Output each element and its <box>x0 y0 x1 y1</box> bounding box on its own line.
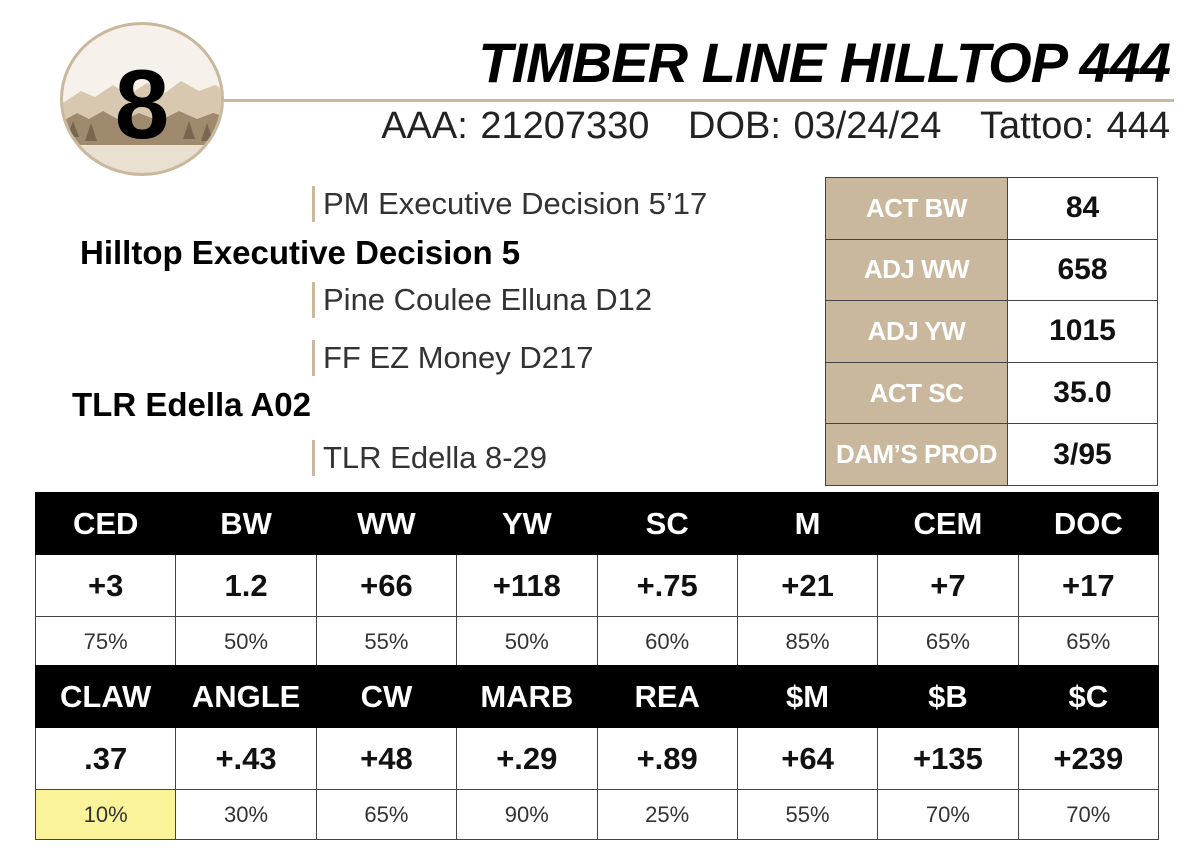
epd-percentile: 65% <box>877 616 1019 667</box>
epd-percentile: 60% <box>596 616 738 667</box>
stat-row: ADJ WW 658 <box>825 238 1158 302</box>
epd-value: +239 <box>1017 727 1160 790</box>
stat-label: ACT BW <box>825 177 1008 240</box>
title-divider <box>224 99 1174 102</box>
epd-percentile: 65% <box>315 789 458 840</box>
epd-percentile: 50% <box>175 616 317 667</box>
pedigree-sire-dam: Pine Coulee Elluna D12 <box>312 282 652 318</box>
epd-value: +.75 <box>596 554 738 617</box>
stat-label: ACT SC <box>825 361 1008 425</box>
epd-percentile: 55% <box>315 616 458 667</box>
epd-percentile: 25% <box>596 789 738 840</box>
date-of-birth: DOB: 03/24/24 <box>688 105 942 147</box>
epd-header: WW <box>315 492 458 555</box>
epd-percentile-row: 10% 30% 65% 90% 25% 55% 70% 70% <box>34 789 1160 840</box>
stat-value: 658 <box>1007 238 1158 302</box>
epd-value: +48 <box>315 727 458 790</box>
epd-percentile-row: 75% 50% 55% 50% 60% 85% 65% 65% <box>34 616 1160 667</box>
registration-number: AAA: 21207330 <box>381 105 650 147</box>
stat-row: ADJ YW 1015 <box>825 300 1158 363</box>
pedigree-dam-sire: FF EZ Money D217 <box>312 340 593 376</box>
epd-header: REA <box>596 665 738 728</box>
epd-header: $B <box>877 665 1019 728</box>
tattoo: Tattoo: 444 <box>979 105 1170 147</box>
stat-label: DAM’S PROD <box>825 423 1008 486</box>
epd-value: +118 <box>456 554 598 617</box>
epd-value: +.29 <box>456 727 598 790</box>
pedigree-sire: Hilltop Executive Decision 5 <box>80 234 521 271</box>
epd-value: .37 <box>34 727 177 790</box>
epd-value: +21 <box>736 554 879 617</box>
epd-percentile: 85% <box>736 616 879 667</box>
lot-badge: 8 <box>60 22 224 176</box>
epd-header: $M <box>736 665 879 728</box>
epd-percentile: 70% <box>1017 789 1160 840</box>
epd-percentile-highlighted: 10% <box>34 789 177 840</box>
stat-label: ADJ YW <box>825 300 1008 363</box>
pedigree-sire-sire: PM Executive Decision 5’17 <box>312 186 707 222</box>
registration-line: AAA: 21207330 DOB: 03/24/24 Tattoo: 444 <box>381 104 1170 148</box>
mountain-landscape-icon <box>63 81 221 173</box>
epd-percentile: 65% <box>1017 616 1160 667</box>
epd-percentile: 70% <box>877 789 1019 840</box>
epd-header: ANGLE <box>175 665 317 728</box>
epd-value: +135 <box>877 727 1019 790</box>
epd-header: M <box>736 492 879 555</box>
performance-stats-table: ACT BW 84 ADJ WW 658 ADJ YW 1015 ACT SC … <box>825 177 1158 486</box>
epd-percentile: 55% <box>736 789 879 840</box>
stat-value: 35.0 <box>1007 361 1158 425</box>
stat-value: 1015 <box>1007 300 1158 363</box>
epd-value-row: .37 +.43 +48 +.29 +.89 +64 +135 +239 <box>34 727 1160 790</box>
epd-header: CED <box>34 492 177 555</box>
epd-value-row: +3 1.2 +66 +118 +.75 +21 +7 +17 <box>34 554 1160 617</box>
epd-value: +64 <box>736 727 879 790</box>
stat-row: ACT SC 35.0 <box>825 361 1158 425</box>
epd-value: +.43 <box>175 727 317 790</box>
stat-row: ACT BW 84 <box>825 177 1158 240</box>
epd-percentile: 90% <box>456 789 598 840</box>
epd-header: DOC <box>1017 492 1160 555</box>
epd-header: CLAW <box>34 665 177 728</box>
pedigree-dam: TLR Edella A02 <box>72 386 312 423</box>
epd-header: MARB <box>456 665 598 728</box>
epd-percentile: 75% <box>34 616 177 667</box>
epd-table-carcass: CLAW ANGLE CW MARB REA $M $B $C .37 +.43… <box>34 665 1160 840</box>
epd-value: +.89 <box>596 727 738 790</box>
epd-header: $C <box>1017 665 1160 728</box>
epd-header: CEM <box>877 492 1019 555</box>
epd-header: CW <box>315 665 458 728</box>
epd-value: +17 <box>1017 554 1160 617</box>
epd-header: BW <box>175 492 317 555</box>
epd-percentile: 50% <box>456 616 598 667</box>
epd-header: SC <box>596 492 738 555</box>
epd-value: +7 <box>877 554 1019 617</box>
lot-number: 8 <box>114 49 170 159</box>
epd-value: +66 <box>315 554 458 617</box>
epd-value: +3 <box>34 554 177 617</box>
stat-label: ADJ WW <box>825 238 1008 302</box>
epd-table-growth: CED BW WW YW SC M CEM DOC +3 1.2 +66 +11… <box>34 492 1160 667</box>
stat-value: 84 <box>1007 177 1158 240</box>
pedigree-dam-dam: TLR Edella 8-29 <box>312 440 547 476</box>
epd-value: 1.2 <box>175 554 317 617</box>
epd-header-row: CED BW WW YW SC M CEM DOC <box>34 492 1160 555</box>
animal-name: TIMBER LINE HILLTOP 444 <box>478 31 1171 94</box>
epd-header-row: CLAW ANGLE CW MARB REA $M $B $C <box>34 665 1160 728</box>
epd-percentile: 30% <box>175 789 317 840</box>
epd-header: YW <box>456 492 598 555</box>
stat-row: DAM’S PROD 3/95 <box>825 423 1158 486</box>
stat-value: 3/95 <box>1007 423 1158 486</box>
